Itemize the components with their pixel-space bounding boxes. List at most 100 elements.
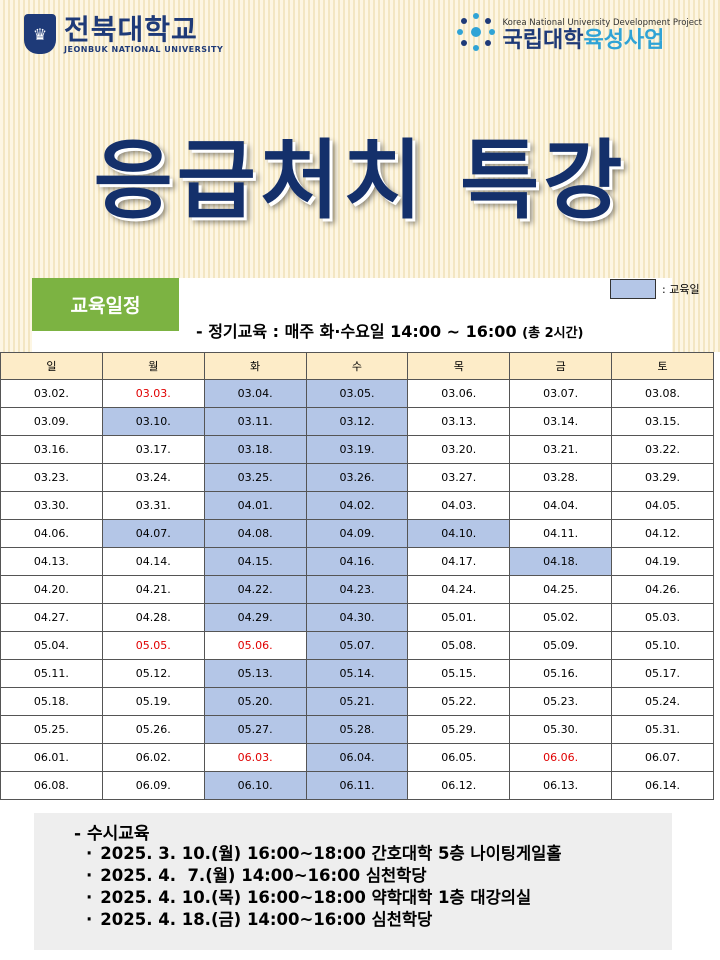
calendar-day-cell-education: 04.30. xyxy=(305,603,409,632)
calendar-day-cell-education: 04.18. xyxy=(509,547,613,576)
calendar-day-cell: 05.18. xyxy=(0,687,103,716)
calendar-week-row: 03.30. 03.31. 04.01. 04.02. 04.03. 04.04. 04.0… xyxy=(0,491,714,520)
calendar-day-cell: 04.28. xyxy=(101,603,205,632)
calendar-week-row: 05.18. 05.19. 05.20. 05.21. 05.22. 05.23. 05.2… xyxy=(0,687,714,716)
calendar-day-cell: 04.11. xyxy=(509,519,613,548)
project-logo[interactable]: Korea National University Development Pr… xyxy=(454,10,702,54)
calendar-day-cell-education: 04.07. xyxy=(101,519,205,548)
calendar-day-cell-education: 03.19. xyxy=(305,435,409,464)
calendar-day-cell: 05.26. xyxy=(101,715,205,744)
calendar-day-cell: 03.31. xyxy=(101,491,205,520)
university-emblem-icon: ♛ xyxy=(24,14,56,54)
calendar-day-cell: 03.20. xyxy=(407,435,511,464)
calendar-day-cell: 03.02. xyxy=(0,379,103,408)
calendar-day-cell: 06.01. xyxy=(0,743,103,772)
occasional-panel: - 수시교육 2025. 3. 10.(월) 16:00~18:00 간호대학 … xyxy=(34,813,672,950)
calendar-week-row: 03.23. 03.24. 03.25. 03.26. 03.27. 03.28. 03.2… xyxy=(0,463,714,492)
calendar-day-cell: 03.27. xyxy=(407,463,511,492)
calendar-week-row: 05.11. 05.12. 05.13. 05.14. 05.15. 05.16. 05.1… xyxy=(0,659,714,688)
project-name-kor-a: 국립대학 xyxy=(502,28,584,53)
calendar-day-cell: 03.29. xyxy=(611,463,714,492)
occasional-item: 2025. 4. 18.(금) 14:00~16:00 심천학당 xyxy=(86,909,562,931)
calendar-day-cell: 03.09. xyxy=(0,407,103,436)
calendar-day-cell: 06.06. xyxy=(509,743,613,772)
calendar-day-cell-education: 06.11. xyxy=(305,771,409,800)
calendar-day-cell: 03.06. xyxy=(407,379,511,408)
calendar-day-cell: 05.16. xyxy=(509,659,613,688)
calendar-day-cell: 05.01. xyxy=(407,603,511,632)
calendar-day-cell: 04.06. xyxy=(0,519,103,548)
calendar-week-row: 03.09. 03.10. 03.11. 03.12. 03.13. 03.14. 03.1… xyxy=(0,407,714,436)
calendar-day-cell: 05.05. xyxy=(101,631,205,660)
calendar-day-cell-education: 03.25. xyxy=(203,463,307,492)
calendar-day-cell: 03.13. xyxy=(407,407,511,436)
calendar-day-cell: 03.15. xyxy=(611,407,714,436)
calendar-day-cell: 04.20. xyxy=(0,575,103,604)
calendar-week-row: 06.08. 06.09. 06.10. 06.11. 06.12. 06.13. 06.1… xyxy=(0,771,714,800)
calendar-day-cell-education: 03.10. xyxy=(101,407,205,436)
calendar-day-cell: 05.15. xyxy=(407,659,511,688)
calendar-day-cell: 05.04. xyxy=(0,631,103,660)
occasional-list: 2025. 3. 10.(월) 16:00~18:00 간호대학 5층 나이팅게… xyxy=(86,843,562,931)
legend-swatch xyxy=(610,279,656,299)
calendar-day-cell: 05.03. xyxy=(611,603,714,632)
calendar-day-cell: 04.12. xyxy=(611,519,714,548)
regular-schedule-main: - 정기교육 : 매주 화·수요일 14:00 ~ 16:00 xyxy=(196,322,517,341)
calendar-day-cell-education: 03.18. xyxy=(203,435,307,464)
calendar-day-cell: 05.22. xyxy=(407,687,511,716)
calendar-day-cell: 06.08. xyxy=(0,771,103,800)
calendar-day-cell-education: 05.07. xyxy=(305,631,409,660)
calendar-day-cell: 04.26. xyxy=(611,575,714,604)
calendar-day-cell: 03.23. xyxy=(0,463,103,492)
calendar-day-cell: 03.14. xyxy=(509,407,613,436)
calendar-day-cell: 04.17. xyxy=(407,547,511,576)
calendar-day-cell: 05.10. xyxy=(611,631,714,660)
calendar-day-cell: 03.28. xyxy=(509,463,613,492)
calendar-weekday-header: 목 xyxy=(407,352,511,380)
calendar-day-cell: 06.09. xyxy=(101,771,205,800)
calendar-day-cell-education: 03.11. xyxy=(203,407,307,436)
calendar-day-cell: 05.11. xyxy=(0,659,103,688)
calendar-day-cell: 03.08. xyxy=(611,379,714,408)
occasional-item: 2025. 3. 10.(월) 16:00~18:00 간호대학 5층 나이팅게… xyxy=(86,843,561,865)
university-logo[interactable]: ♛ 전북대학교 JEONBUK NATIONAL UNIVERSITY xyxy=(24,14,223,54)
calendar-day-cell-education: 05.13. xyxy=(203,659,307,688)
legend: : 교육일 xyxy=(610,279,700,299)
calendar-week-row: 05.04. 05.05. 05.06. 05.07. 05.08. 05.09. 05.1… xyxy=(0,631,714,660)
calendar-day-cell: 04.21. xyxy=(101,575,205,604)
calendar-day-cell: 04.19. xyxy=(611,547,714,576)
calendar-day-cell-education: 05.21. xyxy=(305,687,409,716)
occasional-heading: - 수시교육 xyxy=(74,824,150,844)
schedule-tab: 교육일정 xyxy=(32,278,179,331)
calendar-day-cell-education: 04.23. xyxy=(305,575,409,604)
calendar-day-cell: 03.16. xyxy=(0,435,103,464)
calendar-day-cell-education: 04.16. xyxy=(305,547,409,576)
calendar-week-row: 04.06. 04.07. 04.08. 04.09. 04.10. 04.11. 04.1… xyxy=(0,519,714,548)
calendar-day-cell: 04.13. xyxy=(0,547,103,576)
calendar-day-cell-education: 05.28. xyxy=(305,715,409,744)
calendar-day-cell: 05.30. xyxy=(509,715,613,744)
calendar-week-row: 03.02. 03.03. 03.04. 03.05. 03.06. 03.07. 03.0… xyxy=(0,379,714,408)
calendar-weekday-header: 금 xyxy=(509,352,613,380)
calendar-week-row: 04.20. 04.21. 04.22. 04.23. 04.24. 04.25. 04.2… xyxy=(0,575,714,604)
calendar-day-cell-education: 06.04. xyxy=(305,743,409,772)
calendar-day-cell-education: 03.26. xyxy=(305,463,409,492)
calendar-day-cell-education: 04.10. xyxy=(407,519,511,548)
calendar-day-cell: 04.03. xyxy=(407,491,511,520)
page-title: 응급처치 특강 xyxy=(93,131,627,231)
calendar-day-cell: 04.24. xyxy=(407,575,511,604)
calendar-day-cell-education: 04.15. xyxy=(203,547,307,576)
calendar-day-cell-education: 05.14. xyxy=(305,659,409,688)
calendar-day-cell: 06.13. xyxy=(509,771,613,800)
calendar-day-cell: 06.02. xyxy=(101,743,205,772)
calendar-day-cell: 06.05. xyxy=(407,743,511,772)
calendar-day-cell: 05.17. xyxy=(611,659,714,688)
calendar-day-cell-education: 04.09. xyxy=(305,519,409,548)
calendar-day-cell: 05.19. xyxy=(101,687,205,716)
calendar-day-cell: 03.21. xyxy=(509,435,613,464)
calendar-day-cell-education: 04.02. xyxy=(305,491,409,520)
calendar-day-cell: 05.23. xyxy=(509,687,613,716)
calendar-day-cell-education: 06.10. xyxy=(203,771,307,800)
regular-schedule-text: - 정기교육 : 매주 화·수요일 14:00 ~ 16:00 (총 2시간) xyxy=(196,318,584,342)
